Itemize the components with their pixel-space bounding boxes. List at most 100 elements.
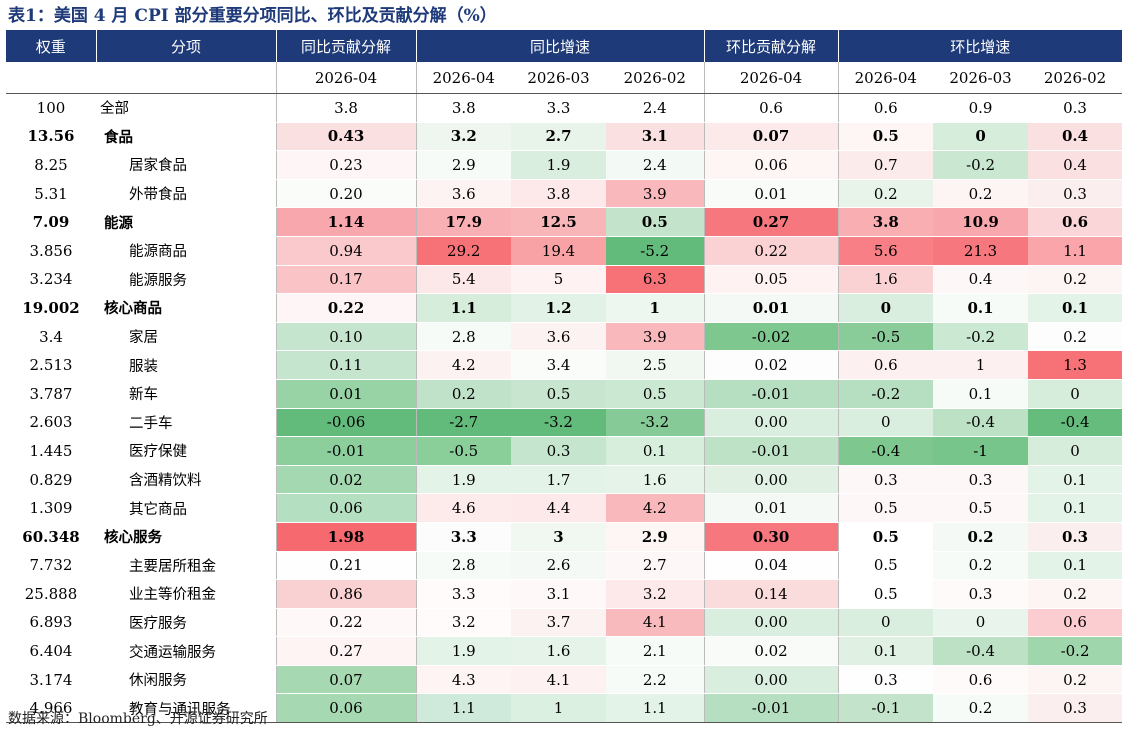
value-cell: 0 (838, 293, 934, 323)
item-name-cell: 休闲服务 (96, 665, 277, 695)
value-cell: 0.3 (1028, 93, 1123, 123)
value-cell: 0.11 (276, 350, 417, 380)
value-cell: -0.02 (704, 322, 839, 352)
value-cell: 0.6 (704, 93, 839, 123)
value-cell: 0.3 (933, 579, 1029, 609)
table-row: 5.31 外带食品 0.20 3.6 3.8 3.9 0.01 0.2 0.2 0.3 (6, 179, 1123, 209)
header-period: 2026-02 (606, 62, 705, 94)
value-cell: 0.2 (838, 179, 934, 209)
value-cell: 0.27 (276, 636, 417, 666)
weight-cell: 3.787 (6, 379, 96, 409)
value-cell: -0.2 (1028, 636, 1123, 666)
weight-cell: 5.31 (6, 179, 96, 209)
header-item: 分项 (95, 30, 276, 62)
item-name-cell: 外带食品 (96, 179, 277, 209)
value-cell: 0.5 (838, 551, 934, 581)
value-cell: 2.9 (606, 522, 705, 552)
item-name-cell: 交通运输服务 (96, 636, 277, 666)
value-cell: 0.5 (511, 379, 606, 409)
value-cell: 4.1 (511, 665, 606, 695)
value-cell: 0.22 (704, 236, 839, 266)
value-cell: 0.17 (276, 265, 417, 295)
value-cell: -0.06 (276, 408, 417, 438)
value-cell: 6.3 (606, 265, 705, 295)
value-cell: -0.2 (838, 379, 934, 409)
value-cell: -0.4 (933, 636, 1029, 666)
value-cell: -1 (933, 436, 1029, 466)
cpi-table: 权重 分项 同比贡献分解 同比增速 环比贡献分解 环比增速 2026-04 20… (6, 30, 1123, 724)
value-cell: 0.1 (1028, 551, 1123, 581)
value-cell: 0.06 (704, 150, 839, 180)
table-row: 8.25 居家食品 0.23 2.9 1.9 2.4 0.06 0.7 -0.2 0.4 (6, 150, 1123, 180)
value-cell: 2.6 (511, 551, 606, 581)
item-name-cell: 含酒精饮料 (96, 465, 277, 495)
weight-cell: 3.234 (6, 265, 96, 295)
value-cell: 1.7 (511, 465, 606, 495)
value-cell: 17.9 (416, 207, 511, 237)
value-cell: 1.98 (276, 522, 417, 552)
item-name-cell: 能源服务 (96, 265, 277, 295)
value-cell: 21.3 (933, 236, 1029, 266)
header-period: 2026-04 (704, 62, 839, 94)
value-cell: 1.1 (416, 293, 511, 323)
table-row: 100 全部 3.8 3.8 3.3 2.4 0.6 0.6 0.9 0.3 (6, 93, 1123, 123)
table-title: 表1：美国 4 月 CPI 部分重要分项同比、环比及贡献分解（%） (8, 6, 497, 26)
table-body: 100 全部 3.8 3.8 3.3 2.4 0.6 0.6 0.9 0.3 13.56 食品 0.4 3… (6, 93, 1123, 724)
table-row: 60.348 核心服务 1.98 3.3 3 2.9 0.30 0.5 0.2 0.3 (6, 522, 1123, 552)
value-cell: 3.8 (276, 93, 417, 123)
value-cell: 0.2 (1028, 265, 1123, 295)
value-cell: 0.3 (1028, 179, 1123, 209)
value-cell: -0.5 (838, 322, 934, 352)
value-cell: 3.8 (416, 93, 511, 123)
value-cell: 0 (838, 608, 934, 638)
weight-cell: 4.966 (6, 693, 96, 724)
item-name-cell: 能源商品 (96, 236, 277, 266)
value-cell: 0.01 (704, 293, 839, 323)
value-cell: 0.2 (933, 551, 1029, 581)
value-cell: 1.14 (276, 207, 417, 237)
value-cell: 0.6 (838, 93, 934, 123)
value-cell: 0.3 (1028, 522, 1123, 552)
value-cell: 0.3 (511, 436, 606, 466)
value-cell: 0.00 (704, 408, 839, 438)
value-cell: 0.01 (276, 379, 417, 409)
value-cell: 0.1 (933, 379, 1029, 409)
value-cell: 0 (933, 608, 1029, 638)
value-cell: 0.4 (1028, 122, 1123, 152)
value-cell: 0.5 (606, 379, 705, 409)
value-cell: 0.5 (933, 493, 1029, 523)
table-row: 1.445 医疗保健 -0.01 -0.5 0.3 0.1 -0.01 -0.4 -1 0 (6, 436, 1123, 466)
weight-cell: 2.513 (6, 350, 96, 380)
value-cell: 0.00 (704, 608, 839, 638)
table-row: 7.09 能源 1.14 17.9 12.5 0.5 0.27 3.8 10.9 0.6 (6, 207, 1123, 237)
value-cell: -0.4 (838, 436, 934, 466)
value-cell: 0.2 (1028, 579, 1123, 609)
value-cell: 5.6 (838, 236, 934, 266)
value-cell: 0.02 (704, 350, 839, 380)
table-row: 3.174 休闲服务 0.07 4.3 4.1 2.2 0.00 0.3 0.6 0.2 (6, 665, 1123, 695)
value-cell: 3.3 (416, 579, 511, 609)
value-cell: 3 (511, 522, 606, 552)
value-cell: -0.2 (933, 322, 1029, 352)
value-cell: -0.01 (704, 436, 839, 466)
value-cell: -2.7 (416, 408, 511, 438)
item-name-cell: 业主等价租金 (96, 579, 277, 609)
weight-cell: 13.56 (6, 122, 96, 152)
value-cell: 1 (511, 693, 606, 724)
value-cell: 1.1 (606, 693, 705, 724)
value-cell: 0.6 (838, 350, 934, 380)
value-cell: 1.6 (838, 265, 934, 295)
table-row: 6.893 医疗服务 0.22 3.2 3.7 4.1 0.00 0 0 0.6 (6, 608, 1123, 638)
item-name-cell: 其它商品 (96, 493, 277, 523)
value-cell: 3.2 (606, 579, 705, 609)
table-row: 3.4 家居 0.10 2.8 3.6 3.9 -0.02 -0.5 -0.2 0.2 (6, 322, 1123, 352)
item-name-cell: 食品 (96, 122, 277, 152)
weight-cell: 6.893 (6, 608, 96, 638)
header-period: 2026-02 (1028, 62, 1123, 94)
value-cell: 0.3 (838, 465, 934, 495)
value-cell: 0.5 (606, 207, 705, 237)
value-cell: 0.10 (276, 322, 417, 352)
weight-cell: 7.09 (6, 207, 96, 237)
value-cell: 4.6 (416, 493, 511, 523)
item-name-cell: 新车 (96, 379, 277, 409)
